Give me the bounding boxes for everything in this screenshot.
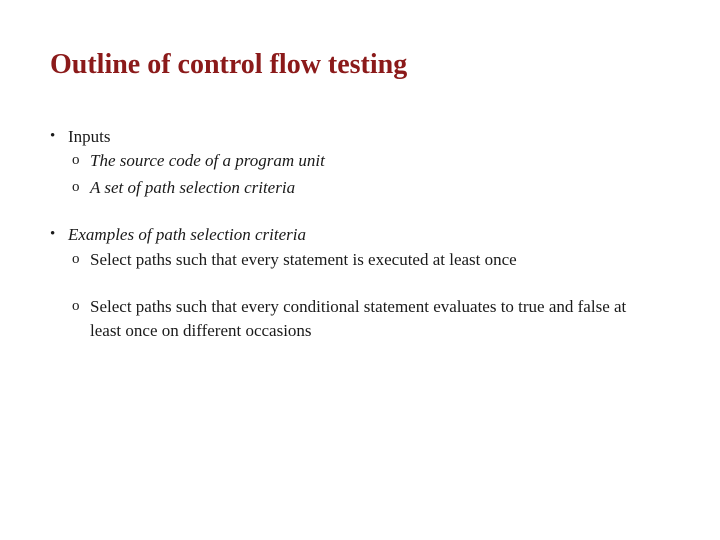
sub-text: Select paths such that every conditional… (90, 295, 670, 344)
sub-marker: o (72, 149, 90, 172)
sub-text: A set of path selection criteria (90, 176, 305, 201)
sub-text: The source code of a program unit (90, 149, 335, 174)
sub-marker: o (72, 176, 90, 199)
sub-list: o Select paths such that every statement… (72, 248, 670, 344)
slide-title: Outline of control flow testing (50, 48, 670, 82)
bullet-row: • Examples of path selection criteria (50, 222, 670, 248)
sub-text: Select paths such that every statement i… (90, 248, 527, 273)
sub-list: o The source code of a program unit o A … (72, 149, 670, 200)
bullet-marker: • (50, 124, 68, 148)
sub-item: o The source code of a program unit (72, 149, 670, 174)
bullet-list: • Inputs o The source code of a program … (50, 124, 670, 344)
sub-item: o A set of path selection criteria (72, 176, 670, 201)
bullet-row: • Inputs (50, 124, 670, 150)
sub-item: o Select paths such that every statement… (72, 248, 670, 273)
sub-marker: o (72, 248, 90, 271)
slide-container: Outline of control flow testing • Inputs… (0, 0, 720, 540)
sub-item: o Select paths such that every condition… (72, 295, 670, 344)
bullet-text: Inputs (68, 124, 111, 150)
bullet-item: • Inputs o The source code of a program … (50, 124, 670, 201)
sub-marker: o (72, 295, 90, 318)
bullet-marker: • (50, 222, 68, 246)
bullet-item: • Examples of path selection criteria o … (50, 222, 670, 343)
bullet-text: Examples of path selection criteria (68, 222, 306, 248)
